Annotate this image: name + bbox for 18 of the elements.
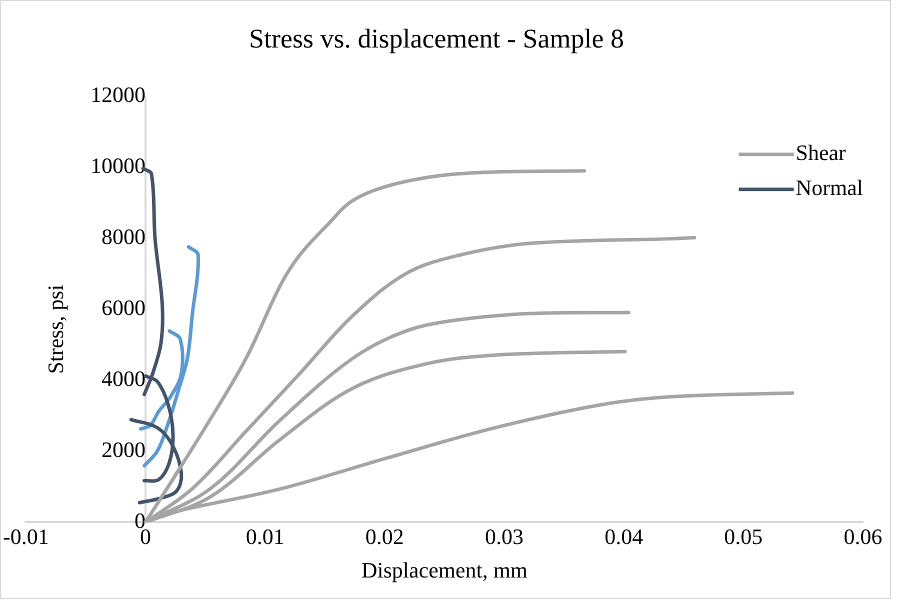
x-tick-label: 0.04	[604, 524, 644, 550]
chart-title: Stress vs. displacement - Sample 8	[249, 23, 624, 54]
legend-label: Normal	[796, 175, 863, 200]
y-tick-label: 12000	[90, 82, 146, 108]
y-axis-title: Stress, psi	[42, 284, 68, 374]
x-tick-label: 0.01	[246, 524, 284, 550]
x-tick-label: 0.02	[365, 524, 404, 550]
y-tick-label: 2000	[101, 437, 146, 462]
x-axis-title: Displacement, mm	[361, 558, 528, 583]
x-tick-label: -0.01	[3, 524, 49, 550]
x-tick-label: 0.03	[485, 524, 524, 550]
y-tick-label: 8000	[101, 224, 146, 250]
x-tick-label: 0.06	[844, 524, 882, 550]
x-tick-label: 0.05	[724, 524, 763, 550]
y-tick-label: 6000	[101, 295, 146, 320]
legend-label: Shear	[796, 140, 847, 166]
y-tick-label: 10000	[90, 153, 146, 178]
y-tick-label: 4000	[101, 366, 146, 392]
